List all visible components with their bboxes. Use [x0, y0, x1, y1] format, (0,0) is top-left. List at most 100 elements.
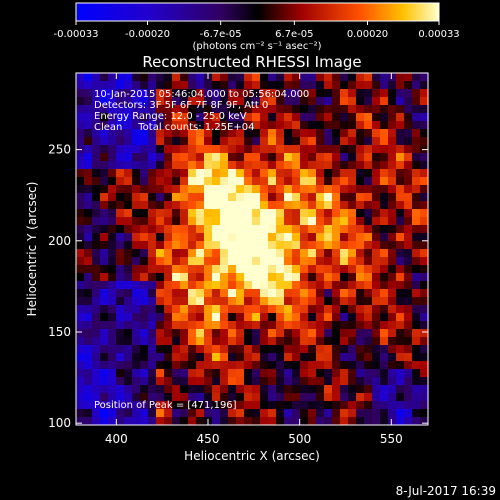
heat-cell [148, 193, 157, 202]
heat-cell [300, 105, 309, 114]
heat-cell [348, 193, 357, 202]
heat-cell [380, 185, 389, 194]
heat-cell [252, 409, 261, 418]
heat-cell [156, 97, 165, 106]
heat-cell [412, 353, 421, 362]
heat-cell [156, 401, 165, 410]
heat-cell [364, 417, 373, 425]
heat-cell [92, 137, 101, 146]
heat-cell [284, 297, 293, 306]
heat-cell [276, 209, 285, 218]
heat-cell [236, 169, 245, 178]
heat-cell [260, 209, 269, 218]
heat-cell [188, 249, 197, 258]
heat-cell [300, 129, 309, 138]
heat-cell [188, 145, 197, 154]
heat-cell [196, 121, 205, 130]
heat-cell [276, 281, 285, 290]
heat-cell [412, 81, 421, 90]
heat-cell [412, 409, 421, 418]
heat-cell [420, 241, 428, 250]
heat-cell [380, 289, 389, 298]
heat-cell [124, 401, 133, 410]
heat-cell [284, 89, 293, 98]
heat-cell [148, 81, 157, 90]
heat-cell [324, 393, 333, 402]
heat-cell [212, 337, 221, 346]
heat-cell [372, 137, 381, 146]
heat-cell [364, 289, 373, 298]
heat-cell [388, 377, 397, 386]
heat-cell [356, 353, 365, 362]
heat-cell [420, 137, 428, 146]
heat-cell [164, 321, 173, 330]
heat-cell [100, 249, 109, 258]
heat-cell [204, 337, 213, 346]
heat-cell [356, 321, 365, 330]
heat-cell [196, 249, 205, 258]
heat-cell [84, 385, 93, 394]
heat-cell [116, 177, 125, 186]
heat-cell [156, 73, 165, 82]
heat-cell [404, 81, 413, 90]
heat-cell [268, 73, 277, 82]
heat-cell [324, 257, 333, 266]
heat-cell [212, 89, 221, 98]
heat-cell [76, 113, 85, 122]
heat-cell [348, 265, 357, 274]
heat-cell [220, 161, 229, 170]
heat-cell [92, 113, 101, 122]
heat-cell [156, 153, 165, 162]
heat-cell [380, 337, 389, 346]
heat-cell [404, 241, 413, 250]
heat-cell [308, 257, 317, 266]
heat-cell [412, 385, 421, 394]
heat-cell [364, 257, 373, 266]
heat-cell [348, 321, 357, 330]
heat-cell [156, 217, 165, 226]
heat-cell [164, 369, 173, 378]
heat-cell [316, 209, 325, 218]
heat-cell [180, 273, 189, 282]
heat-cell [380, 297, 389, 306]
heat-cell [316, 225, 325, 234]
heat-cell [140, 113, 149, 122]
heat-cell [412, 97, 421, 106]
heat-cell [148, 177, 157, 186]
heat-cell [236, 153, 245, 162]
heat-cell [172, 313, 181, 322]
heat-cell [132, 369, 141, 378]
heat-cell [324, 305, 333, 314]
heat-cell [228, 345, 237, 354]
heat-cell [100, 121, 109, 130]
heat-cell [100, 225, 109, 234]
heat-cell [100, 217, 109, 226]
heat-cell [292, 241, 301, 250]
heat-cell [116, 305, 125, 314]
heat-cell [108, 329, 117, 338]
heat-cell [308, 193, 317, 202]
heat-cell [412, 265, 421, 274]
heat-cell [116, 385, 125, 394]
heat-cell [324, 281, 333, 290]
heat-cell [172, 305, 181, 314]
heat-cell [148, 233, 157, 242]
heat-cell [100, 409, 109, 418]
heat-cell [220, 113, 229, 122]
heat-cell [324, 409, 333, 418]
heat-cell [204, 409, 213, 418]
heat-cell [220, 249, 229, 258]
heat-cell [236, 257, 245, 266]
heat-cell [324, 217, 333, 226]
heat-cell [292, 273, 301, 282]
heat-cell [268, 345, 277, 354]
heat-cell [404, 401, 413, 410]
heat-cell [268, 353, 277, 362]
heat-cell [292, 145, 301, 154]
heat-cell [372, 417, 381, 425]
heat-cell [252, 105, 261, 114]
heat-cell [252, 393, 261, 402]
heat-cell [180, 177, 189, 186]
heat-cell [276, 297, 285, 306]
heat-cell [332, 305, 341, 314]
